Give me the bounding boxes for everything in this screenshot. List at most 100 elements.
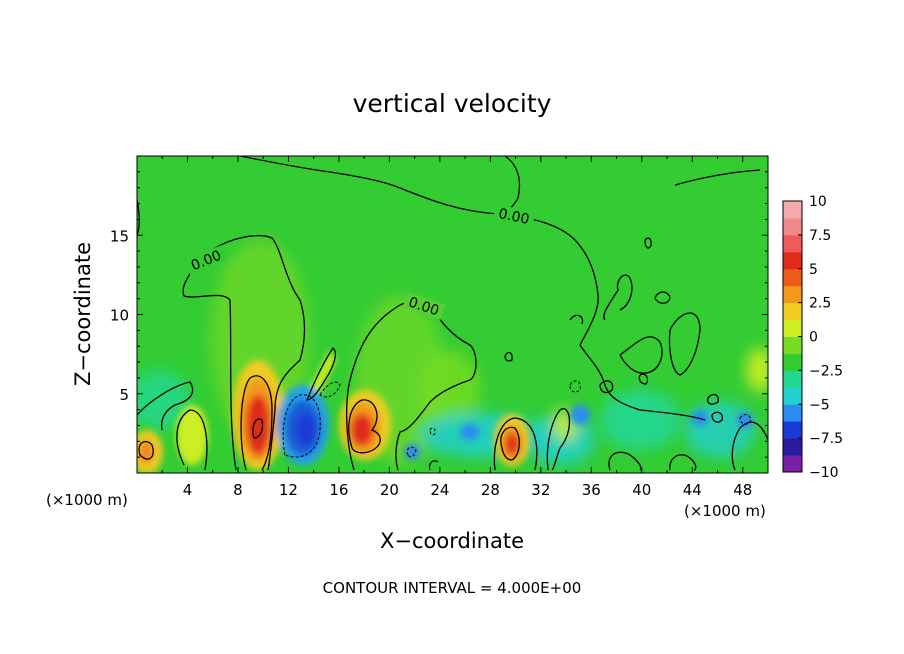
positive-contour [348, 399, 381, 454]
zero-contour [579, 344, 706, 421]
colorbar-swatch [783, 455, 802, 473]
x-tick-label: 36 [582, 481, 601, 499]
zero-contour [569, 314, 584, 325]
cyan-band [600, 390, 680, 450]
contour-label-bg [402, 292, 446, 320]
x-tick-label: 8 [233, 481, 243, 499]
positive-contour [252, 418, 264, 439]
contour-lines [137, 156, 768, 471]
colorbar-tick-label: 5 [809, 262, 818, 278]
zero-contour [644, 237, 652, 249]
downdraft-core [296, 414, 316, 446]
cyan-band [685, 402, 755, 458]
x-tick-label: 24 [430, 481, 449, 499]
chart-title: vertical velocity [353, 89, 552, 118]
colorbar-swatch [783, 217, 802, 236]
colorbar-tick-label: −2.5 [809, 363, 843, 379]
colorbar-tick-label: 7.5 [809, 228, 831, 244]
colorbar-swatch [783, 353, 802, 371]
zero-contour [493, 417, 538, 471]
x-tick-label: 16 [329, 481, 348, 499]
x-tick-label: 40 [632, 481, 651, 499]
zero-contour [137, 381, 194, 431]
zero-contour [546, 407, 571, 471]
updraft-core [246, 395, 270, 455]
zero-contour [176, 409, 208, 471]
colorbar-swatch [783, 421, 802, 439]
negative-contour [406, 446, 417, 458]
updraft-tongue [308, 350, 336, 400]
plot-area: 0.00 0.00 0.00 [137, 156, 768, 473]
zero-contour [668, 312, 701, 376]
x-tick-label: 4 [183, 481, 193, 499]
y-tick-label: 15 [110, 227, 129, 245]
negative-contour [319, 381, 341, 398]
contour-interval-note: CONTOUR INTERVAL = 4.000E+00 [323, 579, 582, 597]
x-tick-label: 44 [683, 481, 702, 499]
weak-updraft-region [420, 350, 480, 430]
y-tick-label: 10 [110, 307, 129, 325]
zero-contour [674, 169, 761, 186]
colorbar-swatch [783, 302, 802, 321]
zero-contour [346, 301, 477, 471]
x-tick-label: 32 [531, 481, 550, 499]
zero-contour [599, 380, 614, 394]
colorbar-swatch [783, 251, 802, 270]
colorbar-swatch [783, 404, 802, 422]
colorbar-tick-label: −10 [809, 465, 839, 481]
x-axis: 4 8 12 16 20 24 28 32 36 40 44 48 [161, 156, 752, 499]
colorbar-swatch [783, 201, 802, 219]
cyan-band [525, 415, 595, 465]
negative-contour [429, 427, 436, 436]
positive-contour [306, 347, 336, 401]
x-tick-label: 48 [733, 481, 752, 499]
zero-contour [731, 421, 768, 471]
colorbar-swatch [783, 285, 802, 304]
x-unit-left: (×1000 m) [46, 491, 128, 509]
colorbar-swatch [783, 370, 802, 388]
x-tick-label: 28 [481, 481, 500, 499]
zero-contour [711, 411, 723, 423]
colorbar-swatch [783, 336, 802, 354]
colorbar-tick-label: 10 [809, 194, 827, 210]
downdraft-core [404, 444, 420, 460]
zero-contour [182, 235, 306, 471]
negative-contour [739, 414, 751, 425]
zero-contour [603, 274, 633, 321]
contour-label: 0.00 [497, 206, 531, 228]
y-axis: 5 10 15 [110, 171, 768, 458]
updraft-core [176, 405, 208, 465]
negative-contours [282, 380, 751, 458]
contour-label-bg [184, 245, 228, 275]
cyan-band [137, 370, 190, 430]
downdraft-core [570, 405, 590, 425]
colorbar-tick-label: 0 [809, 330, 818, 346]
colorbar-swatch [783, 234, 802, 253]
zero-contour [654, 291, 671, 304]
zero-contour [706, 393, 719, 405]
colorbar-swatch [783, 268, 802, 287]
x-tick-label: 20 [380, 481, 399, 499]
zero-contour [669, 454, 697, 471]
positive-contour [500, 426, 520, 461]
x-tick-label: 12 [279, 481, 298, 499]
y-tick-label: 5 [119, 386, 129, 404]
zero-contour [239, 156, 599, 346]
x-unit-right: (×1000 m) [684, 502, 766, 520]
contour-labels: 0.00 0.00 0.00 [184, 204, 536, 320]
contour-label-bg [492, 204, 536, 228]
negative-contour [569, 380, 581, 393]
downdraft-core [460, 424, 480, 440]
negative-contour [282, 394, 321, 458]
positive-contour [138, 441, 154, 460]
warm-region [746, 348, 768, 392]
updraft-core [351, 414, 373, 446]
colorbar-tick-label: −7.5 [809, 431, 843, 447]
zero-contour [428, 460, 439, 471]
updraft-core [505, 433, 519, 455]
colorbar-swatch [783, 319, 802, 337]
zero-contour [608, 451, 642, 471]
zero-contour [504, 351, 513, 362]
colorbar-tick-label: −5 [809, 397, 830, 413]
